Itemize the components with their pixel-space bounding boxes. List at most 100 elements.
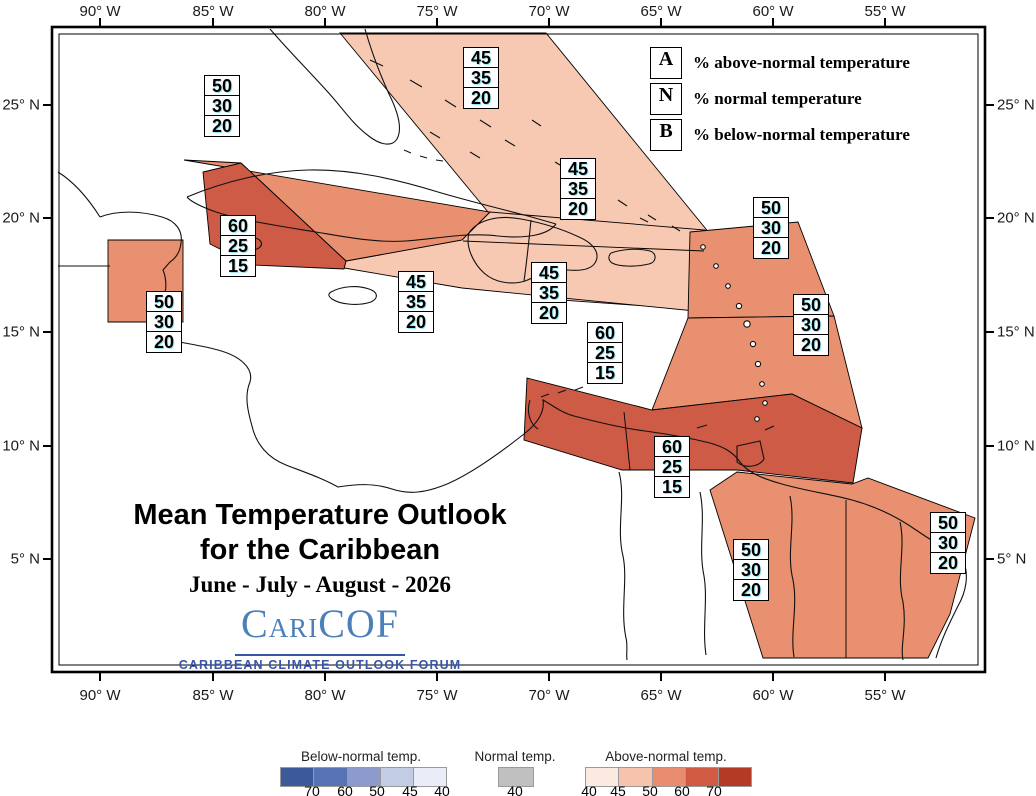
prob-below: 20 [733,579,769,602]
scale-swatch [718,767,753,787]
anb-key-a: A [650,47,682,79]
axis-top-90w: 90° W [79,3,121,20]
scale-bar-normal [498,767,534,787]
prob-normal: 35 [398,291,434,314]
axis-bottom-90w: 90° W [79,687,121,704]
probability-box-trinidad: 60 25 15 [654,436,690,499]
prob-normal: 25 [220,235,256,258]
map-title-line1: Mean Temperature Outlook [133,499,507,531]
border-haiti-dr [523,219,532,282]
logo-tagline: CARIBBEAN CLIMATE OUTLOOK FORUM [178,658,462,672]
caricof-logo: CARICOF [235,600,405,656]
probability-box-northwest-cuba: 50 30 20 [204,75,240,138]
prob-below: 20 [793,334,829,357]
scale-bar-above [585,767,753,787]
scale-tick: 40 [581,783,597,796]
prob-normal: 30 [930,532,966,555]
prob-above: 60 [654,436,690,458]
scale-tick: 50 [642,783,658,796]
scale-tick: 40 [507,783,523,796]
zone-southern-60 [523,377,863,484]
scale-bar-below [280,767,448,787]
coast-central-america [99,211,525,493]
coast-florida [269,28,400,145]
prob-above: 50 [793,294,829,316]
scale-tick: 70 [706,783,722,796]
logo-part2: ARI [268,613,319,643]
coast-turks-caicos [639,217,649,223]
probability-box-french-guiana: 50 30 20 [930,512,966,575]
logo-part3: COF [318,601,399,646]
probability-box-hispaniola-north: 45 35 20 [560,158,596,221]
scale-tick: 70 [304,783,320,796]
axis-ticks [43,18,994,681]
zone-guianas-50 [709,471,976,659]
prob-above: 50 [753,197,789,219]
scale-tick: 40 [434,783,450,796]
scale-swatch [413,767,448,787]
border-guyana-west [699,491,707,656]
probability-box-guyana: 50 30 20 [733,539,769,602]
coast-margarita [696,424,708,429]
coast-jamaica [328,286,377,305]
prob-normal: 30 [146,311,182,334]
scale-tick: 50 [369,783,385,796]
coast-tobago [764,425,775,431]
probability-box-western-cuba: 60 25 15 [220,215,256,278]
axis-left-15n: 15° N [2,323,40,341]
anb-row-normal: N % normal temperature [650,83,910,115]
coast-abc-islands [540,386,584,398]
divider-southern-band [623,411,631,471]
prob-below: 20 [560,198,596,221]
prob-normal: 25 [654,456,690,479]
coast-mexico [57,171,101,218]
prob-normal: 30 [753,217,789,240]
prob-normal: 30 [204,95,240,118]
lesser-antilles-islands [700,244,768,422]
axis-right-15n: 15° N [997,323,1035,341]
prob-above: 45 [560,158,596,180]
prob-normal: 30 [793,314,829,337]
probability-box-belize: 50 30 20 [146,291,182,354]
coastlines [57,28,967,661]
divider-central-band [462,240,705,252]
prob-above: 50 [733,539,769,561]
coast-puerto-rico [608,248,656,267]
prob-above: 50 [930,512,966,534]
scale-tick: 60 [674,783,690,796]
probability-box-west-caribbean: 45 35 20 [398,271,434,334]
anb-label-below: % below-normal temperature [693,125,910,144]
anb-key-n: N [650,83,682,115]
axis-top-85w: 85° W [192,3,234,20]
scale-tick: 45 [402,783,418,796]
axis-top-65w: 65° W [640,3,682,20]
prob-normal: 30 [733,559,769,582]
prob-normal: 35 [531,282,567,305]
axis-bottom-80w: 80° W [304,687,346,704]
coast-hispaniola [467,216,598,284]
prob-normal: 25 [587,342,623,365]
zone-cuba-50 [183,159,491,262]
map-title-line2: for the Caribbean [199,534,441,566]
coast-cuba-south [186,196,557,242]
axis-right-10n: 10° N [997,437,1035,455]
scale-label-normal: Normal temp. [474,749,556,764]
probability-box-abc-islands: 60 25 15 [587,322,623,385]
prob-below: 20 [146,331,182,354]
outlook-zones [107,32,976,659]
prob-above: 45 [398,271,434,293]
prob-above: 45 [463,47,499,69]
axis-bottom-55w: 55° W [864,687,906,704]
scale-tick: 45 [610,783,626,796]
axis-top-80w: 80° W [304,3,346,20]
axis-bottom-60w: 60° W [752,687,794,704]
prob-below: 20 [531,302,567,325]
scale-tick: 60 [337,783,353,796]
axis-left-20n: 20° N [2,209,40,227]
prob-below: 20 [930,552,966,575]
title-block: Mean Temperature Outlook for the Caribbe… [110,498,530,672]
coast-trinidad [736,440,765,467]
prob-below: 15 [220,255,256,278]
coast-florida-keys [403,149,444,162]
